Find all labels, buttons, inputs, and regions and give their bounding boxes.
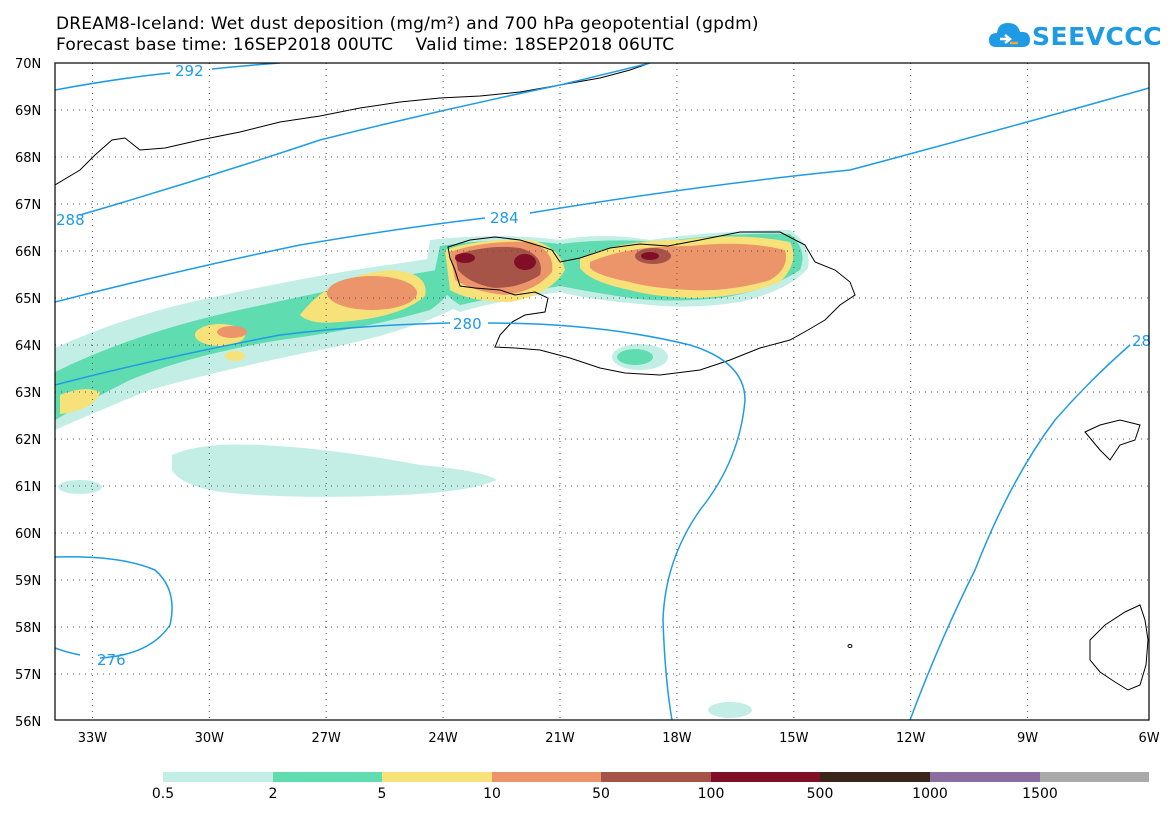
lat-label: 61N [15, 480, 41, 495]
contour-labels: 292 288 284 280 276 28 [56, 62, 1151, 669]
longitude-axis: 33W 30W 27W 24W 21W 18W 15W 12W 9W 6W [78, 731, 1160, 746]
chart-title: DREAM8-Iceland: Wet dust deposition (mg/… [56, 14, 759, 34]
contour-label: 276 [97, 651, 126, 669]
forecast-time-subtitle: Forecast base time: 16SEP2018 00UTC Vali… [56, 35, 675, 55]
legend-label: 10 [483, 786, 501, 802]
contour-label: 292 [175, 62, 204, 80]
legend-label: 100 [697, 786, 725, 802]
legend-label: 1500 [1022, 786, 1058, 802]
logo-text: SEEVCCC [1032, 22, 1163, 51]
lat-label: 57N [15, 668, 41, 683]
lat-label: 58N [15, 621, 41, 636]
legend-swatch [601, 772, 711, 782]
lon-label: 24W [428, 731, 458, 746]
legend-label: 50 [592, 786, 610, 802]
legend-label: 5 [377, 786, 387, 802]
legend-swatch [163, 772, 273, 782]
lat-label: 68N [15, 151, 41, 166]
lat-label: 62N [15, 433, 41, 448]
geopotential-contours [55, 63, 1149, 720]
latitude-axis: 70N 69N 68N 67N 66N 65N 64N 63N 62N 61N … [15, 57, 41, 730]
lon-label: 15W [779, 731, 809, 746]
lon-label: 12W [896, 731, 926, 746]
legend-label: 1000 [912, 786, 948, 802]
lat-label: 59N [15, 574, 41, 589]
legend-swatch [491, 772, 602, 782]
lon-label: 33W [78, 731, 108, 746]
contour-label: 28 [1132, 332, 1151, 350]
legend-swatch [820, 772, 930, 782]
legend-swatch [382, 772, 492, 782]
contour-label: 280 [453, 315, 482, 333]
cloud-icon [989, 23, 1030, 47]
lat-label: 67N [15, 198, 41, 213]
lon-label: 9W [1017, 731, 1038, 746]
lon-label: 30W [195, 731, 225, 746]
lon-label: 18W [662, 731, 692, 746]
legend-swatch [1039, 772, 1150, 782]
lat-label: 69N [15, 104, 41, 119]
map-frame [54, 62, 1150, 721]
lat-label: 66N [15, 245, 41, 260]
legend-label: 0.5 [151, 786, 175, 802]
lat-label: 56N [15, 715, 41, 730]
legend-swatch [929, 772, 1040, 782]
lat-label: 63N [15, 386, 41, 401]
legend-swatch [272, 772, 383, 782]
graticule [55, 63, 1149, 720]
lon-label: 6W [1138, 731, 1159, 746]
lon-label: 21W [545, 731, 575, 746]
contour-label: 284 [490, 209, 519, 227]
lon-label: 27W [311, 731, 341, 746]
dust-deposition-field [55, 230, 809, 718]
lat-label: 60N [15, 527, 41, 542]
legend-label: 2 [268, 786, 278, 802]
legend-label: 500 [806, 786, 834, 802]
color-legend [163, 772, 1150, 782]
lat-label: 70N [15, 57, 41, 72]
contour-label: 288 [56, 211, 85, 229]
seevccc-logo: SEEVCCC [988, 14, 1163, 62]
lat-label: 64N [15, 339, 41, 354]
lat-label: 65N [15, 292, 41, 307]
legend-swatch [710, 772, 821, 782]
